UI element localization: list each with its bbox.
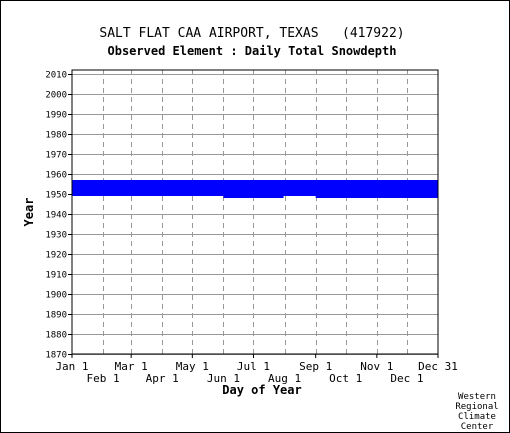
snow-span-0-1 [131, 180, 439, 196]
y-tick-label-13: 1880 [45, 331, 67, 341]
x-tick-label-bottom-2: Jun 1 [207, 372, 240, 385]
y-tick-label-11: 1900 [45, 291, 67, 301]
y-tick-label-10: 1910 [45, 271, 67, 281]
credit-block: Western Regional Climate Center [455, 392, 498, 432]
y-tick-label-7: 1940 [45, 211, 67, 221]
grid [68, 70, 438, 355]
x-tick-label-top-0: Jan 1 [55, 360, 88, 373]
snow-span-0-2 [223, 196, 284, 198]
credit-line-2: Regional [455, 402, 498, 412]
credit-line-1: Western [458, 392, 496, 402]
credit-line-4: Center [461, 422, 494, 432]
x-tick-label-bottom-1: Apr 1 [146, 372, 179, 385]
x-tick-label-bottom-4: Oct 1 [329, 372, 362, 385]
y-tick-label-6: 1950 [45, 191, 67, 201]
x-tick-label-top-5: Nov 1 [360, 360, 393, 373]
y-tick-label-2: 1990 [45, 111, 67, 121]
chart-title: SALT FLAT CAA AIRPORT, TEXAS (417922) [99, 26, 404, 41]
y-tick-label-5: 1960 [45, 171, 67, 181]
y-tick-label-0: 2010 [45, 71, 67, 81]
y-tick-label-14: 1870 [45, 351, 67, 361]
y-tick-label-4: 1970 [45, 151, 67, 161]
x-tick-label-top-3: Jul 1 [237, 360, 270, 373]
x-axis-label: Day of Year [222, 383, 301, 397]
x-tick-label-top-4: Sep 1 [299, 360, 332, 373]
data-layer [72, 180, 439, 198]
y-tick-label-3: 1980 [45, 131, 67, 141]
x-tick-labels: Jan 1 Mar 1 May 1 Jul 1 Sep 1 Nov 1 Dec 31 Feb … [55, 354, 458, 385]
snow-span-0-3 [315, 196, 438, 198]
x-tick-label-top-6: Dec 31 [418, 360, 458, 373]
x-tick-label-bottom-3: Aug 1 [268, 372, 301, 385]
y-tick-label-8: 1930 [45, 231, 67, 241]
x-tick-label-bottom-5: Dec 1 [390, 372, 423, 385]
y-tick-label-12: 1890 [45, 311, 67, 321]
credit-line-3: Climate [458, 412, 496, 422]
plot-border [71, 69, 439, 355]
x-tick-label-top-1: Mar 1 [115, 360, 148, 373]
y-tick-labels: 2010 2000 1990 1980 1970 1960 1950 1940 1930 1920… [45, 71, 67, 361]
x-tick-label-bottom-0: Feb 1 [87, 372, 120, 385]
y-tick-label-9: 1920 [45, 251, 67, 261]
y-tick-label-1: 2000 [45, 91, 67, 101]
y-axis-label: Year [22, 198, 36, 227]
chart-subtitle: Observed Element : Daily Total Snowdepth [108, 44, 397, 58]
x-tick-label-top-2: May 1 [176, 360, 209, 373]
